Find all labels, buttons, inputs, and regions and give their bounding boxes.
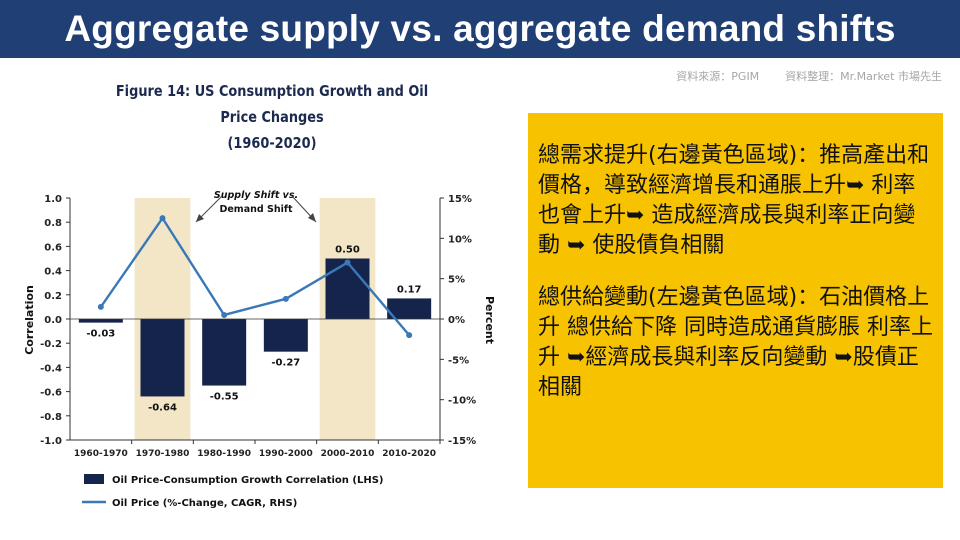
- left-tick-label: 0.0: [44, 315, 62, 326]
- oil-price-point-1990-2000: [282, 295, 289, 302]
- left-tick-label: -0.4: [40, 363, 62, 374]
- oil-price-point-1980-1990: [221, 311, 228, 318]
- right-tick-label: -10%: [448, 396, 476, 407]
- right-tick-label: 10%: [448, 234, 472, 245]
- bar-value-label: -0.55: [210, 392, 239, 403]
- bar-1990-2000: [263, 319, 308, 352]
- left-tick-label: 1.0: [44, 194, 62, 205]
- bar-2010-2020: [387, 298, 432, 319]
- annotation-line2: Demand Shift: [219, 204, 293, 215]
- data-source-text: 資料來源：PGIM: [676, 70, 760, 83]
- bar-value-labels: -0.03 -0.64 -0.55 -0.27 0.50 0.17: [86, 245, 421, 414]
- legend-line-label: Oil Price (%-Change, CAGR, RHS): [112, 498, 297, 509]
- x-tick-label-2000-2010: 2000-2010: [321, 449, 375, 459]
- left-tick-label: -0.2: [40, 339, 62, 350]
- left-tick-label: 0.2: [44, 291, 62, 302]
- right-axis-title: Percent: [483, 296, 496, 344]
- x-tick-label-1980-1990: 1980-1990: [197, 449, 251, 459]
- annotation-arrowhead-left: [196, 214, 204, 222]
- x-tick-label-1970-1980: 1970-1980: [136, 449, 190, 459]
- bar-value-label: -0.27: [271, 358, 300, 369]
- bar-1980-1990: [202, 319, 247, 386]
- right-tick-label: -5%: [448, 355, 469, 366]
- annotation: Supply Shift vs. Demand Shift: [195, 190, 317, 223]
- x-tick-label-1990-2000: 1990-2000: [259, 449, 313, 459]
- left-tick-label: 0.8: [44, 218, 62, 229]
- oil-price-point-1970-1980: [159, 215, 166, 222]
- bar-value-label: -0.03: [86, 329, 115, 340]
- demand-shift-paragraph: 總需求提升(右邊黃色區域)：推高產出和價格，導致經濟增長和通脹上升➥ 利率也會上…: [538, 143, 930, 258]
- line-series: [97, 215, 413, 339]
- oil-price-point-1960-1970: [97, 303, 104, 310]
- compiled-by-text: 資料整理：Mr.Market 市場先生: [785, 70, 942, 83]
- figure-title-line1: Figure 14: US Consumption Growth and Oil…: [115, 82, 429, 126]
- annotation-line1: Supply Shift vs.: [214, 190, 298, 201]
- bar-series: [78, 258, 432, 397]
- source-note: 資料來源：PGIM 資料整理：Mr.Market 市場先生: [650, 68, 942, 84]
- axis-titles: Correlation Percent: [23, 285, 496, 355]
- oil-price-point-2010-2020: [406, 332, 413, 339]
- legend: Oil Price-Consumption Growth Correlation…: [82, 474, 383, 509]
- x-tick-label-2010-2020: 2010-2020: [382, 449, 436, 459]
- bar-1970-1980: [140, 319, 185, 397]
- legend-bar-swatch: [84, 474, 104, 484]
- bar-value-label: 0.50: [335, 245, 360, 256]
- slide-title: Aggregate supply vs. aggregate demand sh…: [0, 0, 960, 58]
- left-tick-label: -0.8: [40, 412, 62, 423]
- right-tick-label: -15%: [448, 436, 476, 447]
- x-axis-labels: 1960-1970 1970-1980 1980-1990 1990-2000 2000…: [74, 440, 441, 459]
- left-axis-title: Correlation: [23, 285, 36, 355]
- bar-2000-2010: [325, 258, 370, 319]
- bar-value-label: -0.64: [148, 402, 177, 413]
- oil-price-point-2000-2010: [344, 259, 351, 266]
- supply-shift-paragraph: 總供給變動(左邊黃色區域)：石油價格上升 總供給下降 同時造成通貨膨脹 利率上升…: [538, 285, 933, 400]
- bar-1960-1970: [78, 319, 123, 323]
- right-tick-label: 0%: [448, 315, 465, 326]
- right-tick-label: 15%: [448, 194, 472, 205]
- explanation-box: 總需求提升(右邊黃色區域)：推高產出和價格，導致經濟增長和通脹上升➥ 利率也會上…: [528, 113, 943, 488]
- figure-title: Figure 14: US Consumption Growth and Oil…: [98, 78, 445, 156]
- annotation-arrowhead-right: [308, 213, 316, 222]
- left-tick-label: -0.6: [40, 388, 62, 399]
- left-tick-label: 0.4: [44, 267, 62, 278]
- right-axis-ticks: 15% 10% 5% 0% -5% -10% -15%: [440, 194, 476, 447]
- left-tick-label: -1.0: [40, 436, 62, 447]
- left-tick-label: 0.6: [44, 242, 62, 253]
- figure-title-line2: (1960-2020): [227, 134, 317, 152]
- oil-price-line: [99, 216, 411, 336]
- bar-value-label: 0.17: [397, 284, 422, 295]
- x-tick-label-1960-1970: 1960-1970: [74, 449, 128, 459]
- right-tick-label: 5%: [448, 275, 465, 286]
- left-axis-ticks: 1.0 0.8 0.6 0.4 0.2 0.0 -0.2 -0.4 -0.6 -0.8 -1.0: [40, 194, 70, 447]
- legend-bar-label: Oil Price-Consumption Growth Correlation…: [112, 475, 383, 486]
